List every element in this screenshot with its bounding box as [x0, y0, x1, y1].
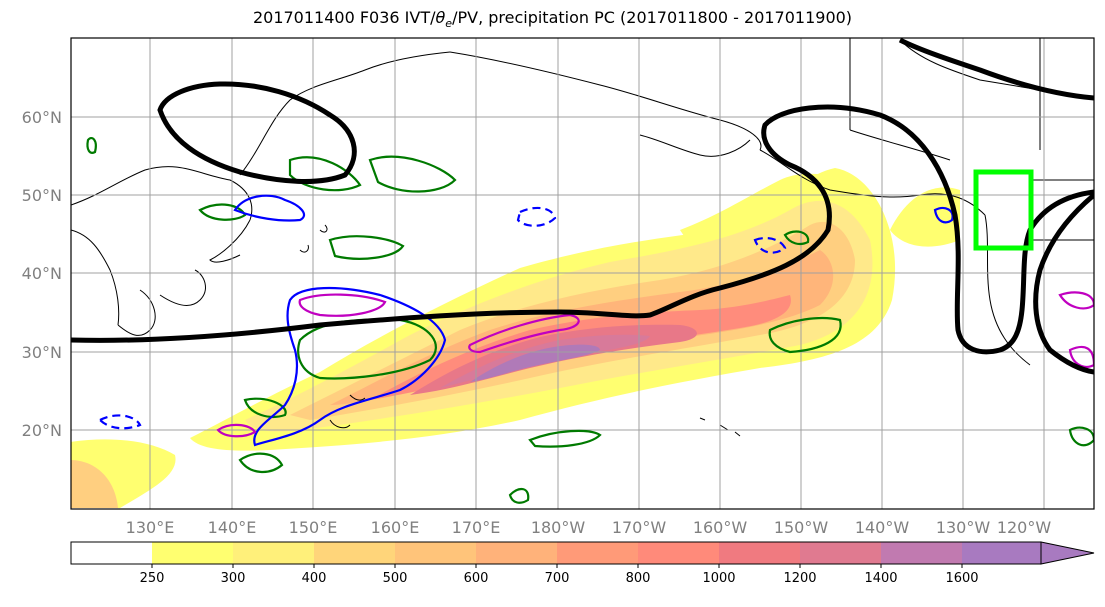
lon-label-120w: 120°W: [997, 518, 1052, 537]
map-title: 2017011400 F036 IVT/θe/PV, precipitation…: [252, 8, 853, 31]
colorbar-tick-label: 800: [626, 571, 651, 586]
colorbar-tick-label: 1400: [864, 571, 897, 586]
colorbar-segment: [233, 542, 314, 564]
lon-label-170w: 170°W: [612, 518, 667, 537]
lon-label-150w: 150°W: [774, 518, 829, 537]
selection-box: [973, 169, 1034, 251]
ivt-sw-corner: [71, 460, 118, 508]
colorbar: 250 300 400 500 600 700 800 1000 1200 1400 1600: [70, 541, 1095, 586]
colorbar-outline: [70, 541, 1042, 565]
lon-label-150e: 150°E: [289, 518, 338, 537]
colorbar-segment: [314, 542, 395, 564]
theta-e-contours: [71, 38, 1094, 375]
colorbar-tick-label: 600: [464, 571, 489, 586]
lat-label-60: 60°N: [22, 108, 62, 127]
colorbar-segment: [476, 542, 557, 564]
pv-contours-magenta: [216, 291, 1094, 438]
lon-label-160w: 160°W: [693, 518, 748, 537]
colorbar-segment: [962, 542, 1043, 564]
lat-labels: 60°N 50°N 40°N 30°N 20°N: [22, 108, 62, 440]
colorbar-segment: [638, 542, 719, 564]
lon-label-130w: 130°W: [936, 518, 991, 537]
colorbar-segment: [719, 542, 800, 564]
colorbar-segment: [152, 542, 233, 564]
lat-label-30: 30°N: [22, 343, 62, 362]
colorbar-segment: [800, 542, 881, 564]
colorbar-tick-label: 1200: [783, 571, 816, 586]
colorbar-tick-label: 1000: [702, 571, 735, 586]
lon-label-140w: 140°W: [855, 518, 910, 537]
colorbar-tick-label: 400: [302, 571, 327, 586]
colorbar-segment: [395, 542, 476, 564]
lat-label-40: 40°N: [22, 264, 62, 283]
lon-labels: 130°E 140°E 150°E 160°E 170°E 180°W 170°…: [126, 518, 1052, 537]
pv-contours-blue: [98, 194, 954, 447]
lon-label-140e: 140°E: [208, 518, 257, 537]
colorbar-segment-below-min: [71, 542, 152, 564]
colorbar-segment: [557, 542, 638, 564]
lon-label-160e: 160°E: [371, 518, 420, 537]
ivt-1400: [470, 344, 600, 382]
colorbar-tick-label: 700: [545, 571, 570, 586]
map-border: [70, 37, 1095, 510]
coastlines: [71, 38, 1094, 437]
lon-label-130e: 130°E: [126, 518, 175, 537]
colorbar-tick-label: 1600: [945, 571, 978, 586]
lon-label-170e: 170°E: [452, 518, 501, 537]
colorbar-tick-label: 250: [140, 571, 165, 586]
lon-label-180w: 180°W: [531, 518, 586, 537]
colorbar-extend-arrow: [1040, 541, 1095, 565]
lat-label-20: 20°N: [22, 421, 62, 440]
colorbar-tick-label: 300: [221, 571, 246, 586]
ivt-shading: [71, 168, 960, 508]
lat-label-50: 50°N: [22, 186, 62, 205]
ivt-east-land: [890, 187, 960, 247]
colorbar-segment: [881, 542, 962, 564]
colorbar-tick-label: 500: [383, 571, 408, 586]
